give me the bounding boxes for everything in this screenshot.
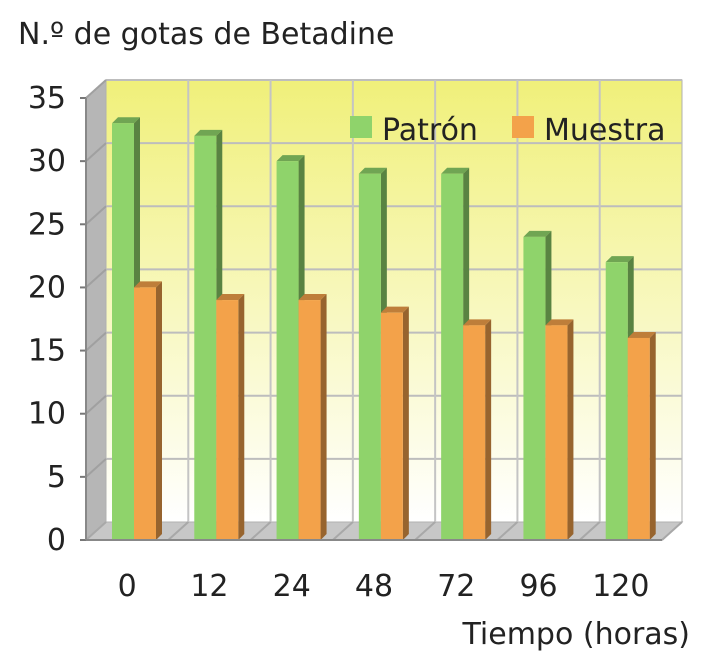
x-tick-label: 12 [190,569,228,604]
bar-front [194,135,217,540]
bar-front [605,262,628,540]
floor-grid-line [579,521,601,541]
bar-top [627,331,656,338]
legend-swatch [512,116,534,138]
bar-front [463,325,486,540]
bar-front [380,312,403,540]
y-tick-label: 5 [47,460,66,495]
y-axis: 0 5 10 15 20 25 30 35 [28,81,87,558]
grid-line-side [85,268,107,289]
x-tick-label: 120 [592,569,649,604]
bar-muestra-96 [545,319,574,540]
bar-muestra-48 [380,306,409,540]
bar-side [320,294,327,540]
bar-top [298,294,327,301]
bar-top [134,281,162,288]
grid-line-side [85,142,107,162]
floor-grid-line [85,521,107,541]
bar-side [567,319,574,540]
bar-top [194,129,223,136]
y-tick-label: 0 [47,523,66,558]
x-tick-label: 24 [273,569,311,604]
bar-top [380,306,409,313]
bar-front [545,325,568,540]
bar-front [523,236,546,540]
floor-grid-line [661,521,683,541]
bar-side [485,319,492,540]
floor-grid-line [249,521,272,541]
floor-grid-line [414,521,436,541]
y-axis-title: N.º de gotas de Betadine [18,17,394,52]
y-tick-label: 30 [28,144,66,179]
y-tick-label: 35 [28,81,66,116]
y-tick-label: 20 [28,270,66,305]
bar-muestra-0 [134,281,162,540]
x-tick-label: 72 [437,569,475,604]
bar-muestra-12 [216,294,245,540]
floor-grid-line [496,521,519,541]
legend-swatch [350,116,372,138]
bar-top [605,256,634,263]
bar-side [649,331,656,540]
bar-front [358,173,381,540]
bar-front [441,173,464,540]
plot-side-wall [85,78,107,542]
bar-top [545,319,574,326]
bar-front [216,300,239,540]
bar-muestra-72 [463,319,492,540]
bar-top [112,117,140,124]
bar-top [441,167,470,174]
legend: Patrón Muestra [350,113,665,148]
x-tick-label: 96 [519,569,557,604]
legend-label: Patrón [382,113,478,148]
grid-line-side [85,331,107,352]
bar-front [627,337,650,540]
grid-line-side [85,458,107,478]
legend-label: Muestra [544,113,665,148]
bar-top [523,230,552,237]
bar-front [112,123,134,540]
bar-top [358,167,387,174]
bar-muestra-24 [298,294,327,540]
y-tick-label: 25 [28,207,66,242]
bar-side [238,294,245,540]
floor-grid-line [332,521,354,541]
x-tick-label: 48 [355,569,393,604]
bar-front [298,300,321,540]
x-tick-label: 0 [118,569,137,604]
y-tick-label: 10 [28,397,66,432]
bar-series [112,117,656,540]
bar-top [276,155,305,162]
bar-front [276,161,299,540]
x-axis-title: Tiempo (horas) [462,617,690,652]
bar-top [463,319,492,326]
y-tick-label: 15 [28,334,66,369]
grid-line-side [85,79,107,99]
bar-side [402,306,409,540]
floor-grid-line [167,521,189,541]
x-axis: 0 12 24 48 72 96 120 [86,539,662,604]
grid-line-side [85,205,107,226]
bar-top [216,294,245,301]
bar-side [156,281,162,540]
bar-muestra-120 [627,331,656,540]
bar-front [134,287,156,540]
grid-line-side [85,394,107,415]
